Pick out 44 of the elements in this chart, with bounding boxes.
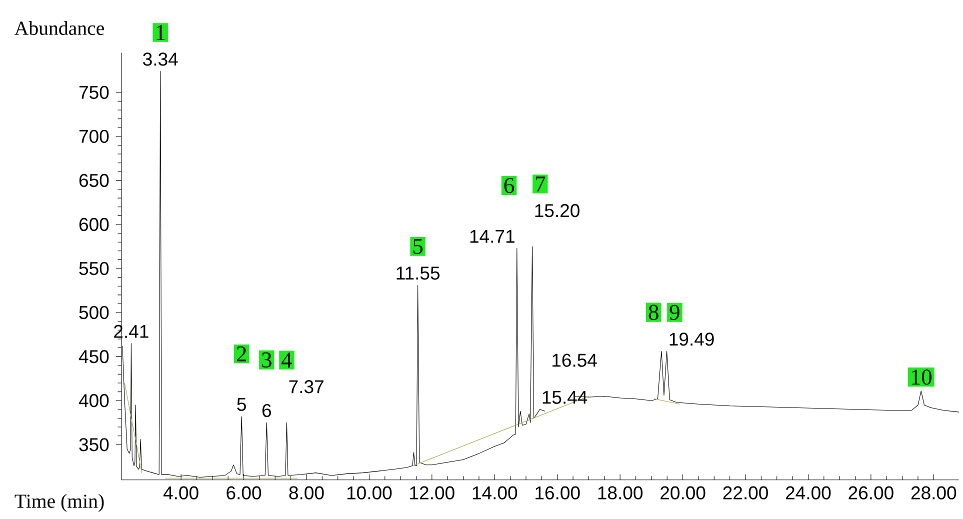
annotation: 7.37	[289, 380, 324, 394]
x-tick-label: 10.00	[347, 486, 392, 500]
x-tick-label: 4.00	[163, 486, 198, 500]
y-tick-label: 400	[78, 394, 109, 408]
annotation: 15.44	[542, 391, 588, 404]
annotation: 7	[536, 176, 546, 192]
annotation: 3	[262, 352, 272, 368]
y-tick-label: 450	[78, 350, 109, 364]
annotation: 19.49	[670, 332, 714, 346]
annotation: 11.55	[396, 266, 440, 280]
y-tick-label: 500	[79, 306, 109, 320]
annotation: 15.20	[535, 204, 580, 218]
x-tick-label: 24.00	[786, 486, 831, 500]
y-tick-label: 650	[79, 174, 109, 188]
y-tick-label: 350	[79, 438, 109, 452]
y-tick-label: 600	[79, 218, 109, 232]
annotation: 2	[236, 346, 246, 362]
y-tick-label: 700	[79, 130, 109, 144]
annotation: 1	[156, 25, 165, 40]
x-tick-label: 26.00	[848, 486, 894, 500]
x-tick-label: 20.00	[660, 486, 706, 500]
annotation: 14.71	[470, 230, 514, 243]
y-tick-label: 550	[79, 262, 109, 276]
x-tick-label: 14.00	[472, 486, 518, 500]
x-tick-label: 6.00	[226, 486, 262, 500]
annotation: 9	[670, 304, 680, 320]
annotation: 10	[912, 370, 932, 385]
x-tick-label: 8.00	[289, 486, 324, 500]
y-tick-label: 750	[79, 86, 109, 100]
annotation: 8	[648, 304, 658, 320]
annotation: 6	[504, 178, 514, 194]
x-axis-title: Time (min)	[14, 494, 104, 512]
annotation: 4	[282, 352, 292, 368]
x-tick-label: 28.00	[911, 486, 956, 500]
annotation: 6	[262, 404, 271, 418]
y-axis-title: Abundance	[14, 21, 104, 36]
annotation: 5	[237, 398, 246, 412]
annotation: 5	[413, 239, 423, 254]
x-tick-label: 18.00	[598, 486, 643, 500]
x-tick-label: 12.00	[410, 486, 454, 500]
annotation: 3.34	[143, 52, 178, 66]
x-tick-label: 16.00	[536, 486, 580, 500]
x-tick-label: 22.00	[723, 486, 768, 500]
annotation: 16.54	[552, 354, 597, 368]
